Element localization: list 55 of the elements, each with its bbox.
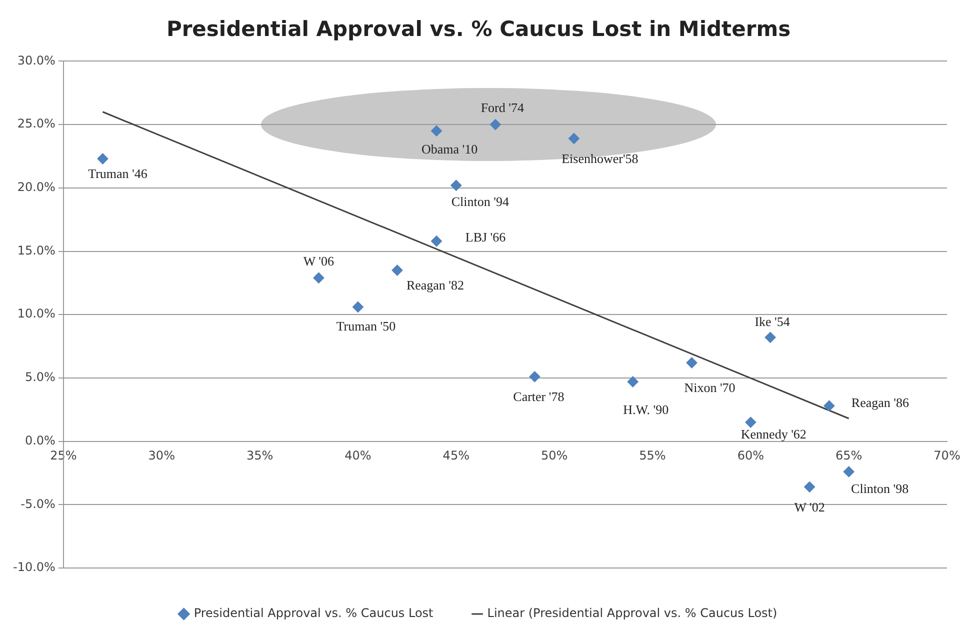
annotation: Truman '50 (336, 318, 396, 334)
annotation: Ford '74 (480, 100, 524, 115)
point (686, 357, 698, 368)
x-tick-label: 30% (148, 448, 175, 463)
y-tick-label: 10.0% (17, 306, 56, 321)
point (745, 416, 756, 428)
annotation: LBJ '66 (465, 230, 506, 245)
y-tick-label: 30.0% (17, 53, 56, 68)
chart-title: Presidential Approval vs. % Caucus Lost in Midterms (166, 17, 791, 42)
annotation: H.W. '90 (623, 402, 669, 418)
point (450, 180, 462, 191)
y-tick-label: 20.0% (17, 180, 56, 194)
annotation: Reagan '82 (406, 278, 464, 293)
annotation: Nixon '70 (684, 380, 736, 396)
annotation: Kennedy '62 (740, 426, 806, 442)
y-tick-label: 5.0% (24, 370, 56, 384)
y-tick-label: 15.0% (17, 243, 56, 258)
point (97, 153, 108, 164)
x-tick-label: 35% (246, 448, 274, 463)
annotation: Ike '54 (754, 314, 790, 329)
y-tick-label: -5.0% (20, 496, 56, 511)
y-tick-label: 0.0% (24, 433, 56, 448)
point (824, 400, 835, 412)
x-tick-label: 50% (540, 448, 568, 463)
annotation: Reagan '86 (851, 395, 910, 410)
point (313, 272, 324, 284)
annotation: Carter '78 (513, 389, 564, 404)
point (392, 264, 403, 276)
point (431, 125, 442, 136)
annotation: Clinton '94 (451, 194, 510, 209)
annotation: Clinton '98 (851, 481, 909, 496)
point (627, 376, 638, 388)
point (490, 119, 501, 130)
x-tick-label: 45% (442, 448, 470, 463)
point (431, 236, 442, 247)
annotation: Truman '46 (88, 166, 148, 182)
x-tick-label: 40% (344, 448, 372, 463)
x-tick-label: 65% (835, 448, 862, 463)
legend-label: Presidential Approval vs. % Caucus Lost (194, 606, 434, 620)
point (529, 371, 540, 382)
y-tick-label: 25.0% (17, 116, 56, 131)
x-tick-label: 55% (639, 448, 666, 463)
point (804, 481, 816, 492)
x-tick-label: 70% (934, 448, 960, 463)
x-tick-label: 60% (737, 448, 764, 463)
annotation: Eisenhower'58 (562, 150, 638, 166)
annotation: W '06 (303, 253, 335, 268)
point (764, 332, 776, 343)
annotation: W '02 (794, 499, 825, 514)
annotation: Obama '10 (421, 141, 478, 156)
legend-label: Linear (Presidential Approval vs. % Caucus Lost) (487, 606, 778, 620)
point (568, 132, 580, 144)
y-tick-label: -10.0% (13, 560, 56, 574)
point (352, 302, 364, 312)
point (843, 466, 854, 478)
